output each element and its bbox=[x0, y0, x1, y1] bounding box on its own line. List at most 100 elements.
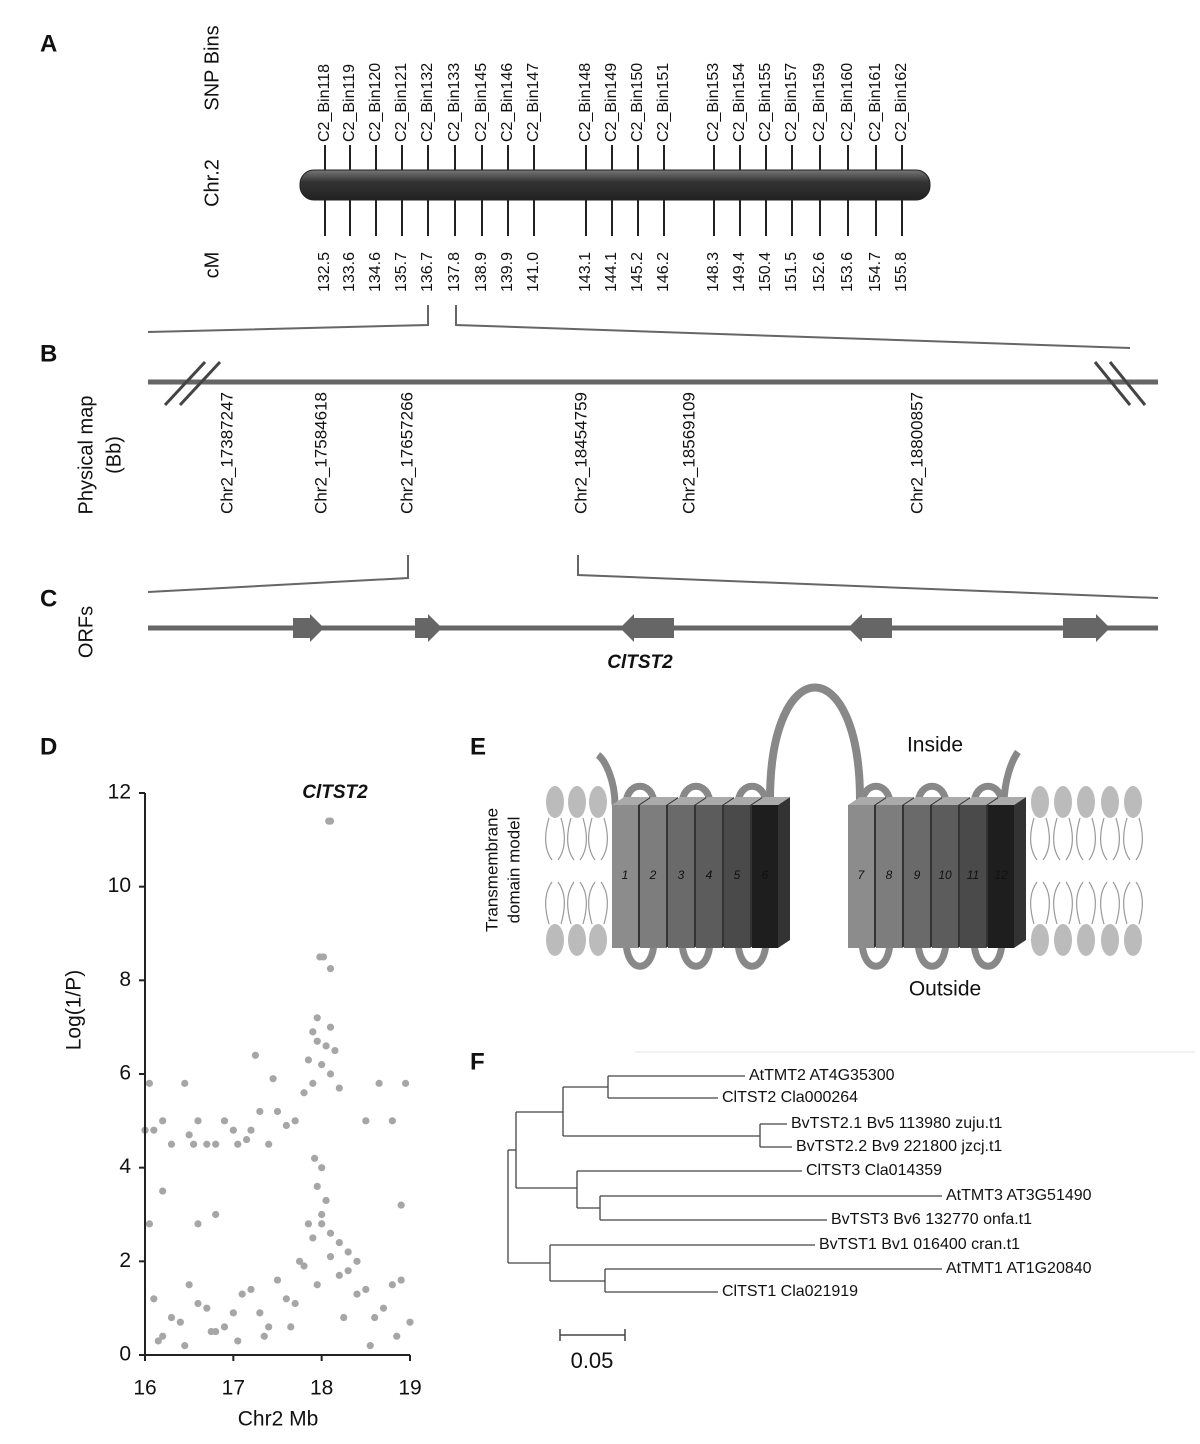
leaf-label: ClTST3 Cla014359 bbox=[806, 1162, 942, 1179]
helix bbox=[904, 805, 930, 948]
loop bbox=[914, 939, 950, 970]
row-title: Physical map bbox=[75, 396, 97, 515]
data-point bbox=[251, 1051, 260, 1059]
data-point bbox=[353, 1257, 361, 1265]
data-point bbox=[159, 1332, 167, 1340]
marker-label: Chr2_17584618 bbox=[311, 392, 330, 514]
cm-label: 148.3 bbox=[705, 252, 722, 292]
zoom-line bbox=[147, 305, 429, 333]
lipid-head bbox=[1101, 786, 1119, 818]
data-point bbox=[282, 1121, 290, 1130]
data-point bbox=[313, 1037, 321, 1045]
data-point bbox=[322, 1196, 330, 1205]
bin-label: C2_Bin162 bbox=[893, 63, 910, 142]
data-point bbox=[247, 1126, 255, 1134]
data-point bbox=[326, 965, 335, 973]
data-point bbox=[181, 1342, 189, 1350]
gene-label: ClTST2 bbox=[607, 652, 673, 673]
helix-number: 3 bbox=[678, 868, 685, 882]
marker-label: Chr2_17657266 bbox=[397, 392, 416, 514]
data-point bbox=[145, 1220, 154, 1228]
helix-top bbox=[988, 797, 1026, 805]
data-point bbox=[256, 1107, 264, 1116]
data-point bbox=[379, 1304, 388, 1312]
data-point bbox=[335, 1271, 343, 1279]
leaf-label: ClTST1 Cla021919 bbox=[722, 1283, 858, 1300]
data-point bbox=[273, 1276, 282, 1284]
bin-label: C2_Bin161 bbox=[867, 63, 884, 142]
data-point bbox=[291, 1299, 299, 1308]
x-tick-label: 18 bbox=[310, 1377, 333, 1400]
marker-label: Chr2_17387247 bbox=[217, 392, 236, 514]
helix-top bbox=[668, 797, 706, 805]
leaf-label: ClTST2 Cla000264 bbox=[722, 1089, 858, 1106]
lipid-head bbox=[546, 786, 564, 818]
cm-label: 155.8 bbox=[893, 252, 910, 292]
helix bbox=[848, 805, 874, 948]
data-point bbox=[260, 1332, 268, 1340]
chromosome-label: Chr.2 bbox=[201, 159, 223, 207]
data-point bbox=[353, 1290, 361, 1298]
row-title: ORFs bbox=[75, 606, 97, 658]
zoom-line bbox=[455, 305, 1131, 349]
cm-label: 153.6 bbox=[839, 252, 856, 292]
bin-label: C2_Bin147 bbox=[525, 63, 542, 142]
data-point bbox=[238, 1290, 246, 1298]
helix bbox=[988, 805, 1014, 948]
data-point bbox=[309, 1028, 317, 1036]
data-point bbox=[185, 1131, 193, 1139]
scale-label: 0.05 bbox=[571, 1348, 614, 1373]
panel-label: F bbox=[470, 1048, 485, 1075]
data-point bbox=[318, 1164, 326, 1172]
cm-label: 139.9 bbox=[499, 252, 516, 292]
helix bbox=[876, 805, 902, 948]
data-point bbox=[194, 1220, 202, 1228]
data-point bbox=[319, 953, 328, 961]
data-point bbox=[366, 1342, 374, 1350]
panel-label: B bbox=[40, 340, 57, 367]
data-point bbox=[401, 1079, 410, 1087]
y-axis-label: Log(1/P) bbox=[63, 970, 86, 1051]
lipid-head bbox=[568, 924, 586, 956]
data-point bbox=[220, 1323, 229, 1331]
cm-label: 145.2 bbox=[629, 252, 646, 292]
data-point bbox=[397, 1276, 405, 1284]
data-point bbox=[322, 1042, 330, 1050]
bin-label: C2_Bin160 bbox=[839, 63, 856, 142]
data-point bbox=[234, 1337, 242, 1345]
helix-top bbox=[612, 797, 650, 805]
cm-label: 143.1 bbox=[577, 252, 594, 292]
data-point bbox=[247, 1285, 255, 1294]
data-point bbox=[300, 1262, 308, 1270]
loop bbox=[970, 939, 1006, 970]
cm-label: 137.8 bbox=[446, 252, 463, 292]
data-point bbox=[375, 1079, 383, 1087]
data-point bbox=[326, 1023, 335, 1031]
bin-label: C2_Bin153 bbox=[705, 63, 722, 142]
helix-number: 4 bbox=[706, 868, 713, 882]
cm-label: 144.1 bbox=[603, 252, 620, 292]
lipid-head bbox=[1077, 786, 1095, 818]
data-point bbox=[159, 1117, 167, 1125]
orf-arrow bbox=[620, 614, 674, 642]
cm-label: 150.4 bbox=[757, 252, 774, 292]
cm-label: 151.5 bbox=[783, 252, 800, 292]
helix-side bbox=[1014, 797, 1026, 948]
data-point bbox=[397, 1201, 405, 1209]
y-tick-label: 4 bbox=[119, 1155, 131, 1178]
helix-top bbox=[752, 797, 790, 805]
cm-label: 141.0 bbox=[525, 252, 542, 292]
helix-number: 5 bbox=[734, 868, 741, 882]
data-point bbox=[318, 1210, 326, 1219]
helix bbox=[752, 805, 778, 948]
loop bbox=[734, 939, 770, 970]
data-point bbox=[291, 1117, 299, 1125]
panel-label: C bbox=[40, 585, 57, 612]
cm-label: 136.7 bbox=[419, 252, 436, 292]
data-point bbox=[326, 1229, 335, 1237]
data-point bbox=[340, 1313, 348, 1322]
loop bbox=[678, 939, 714, 970]
cm-label: 134.6 bbox=[367, 252, 384, 292]
bin-label: C2_Bin149 bbox=[603, 63, 620, 142]
orf-arrow bbox=[293, 614, 324, 642]
